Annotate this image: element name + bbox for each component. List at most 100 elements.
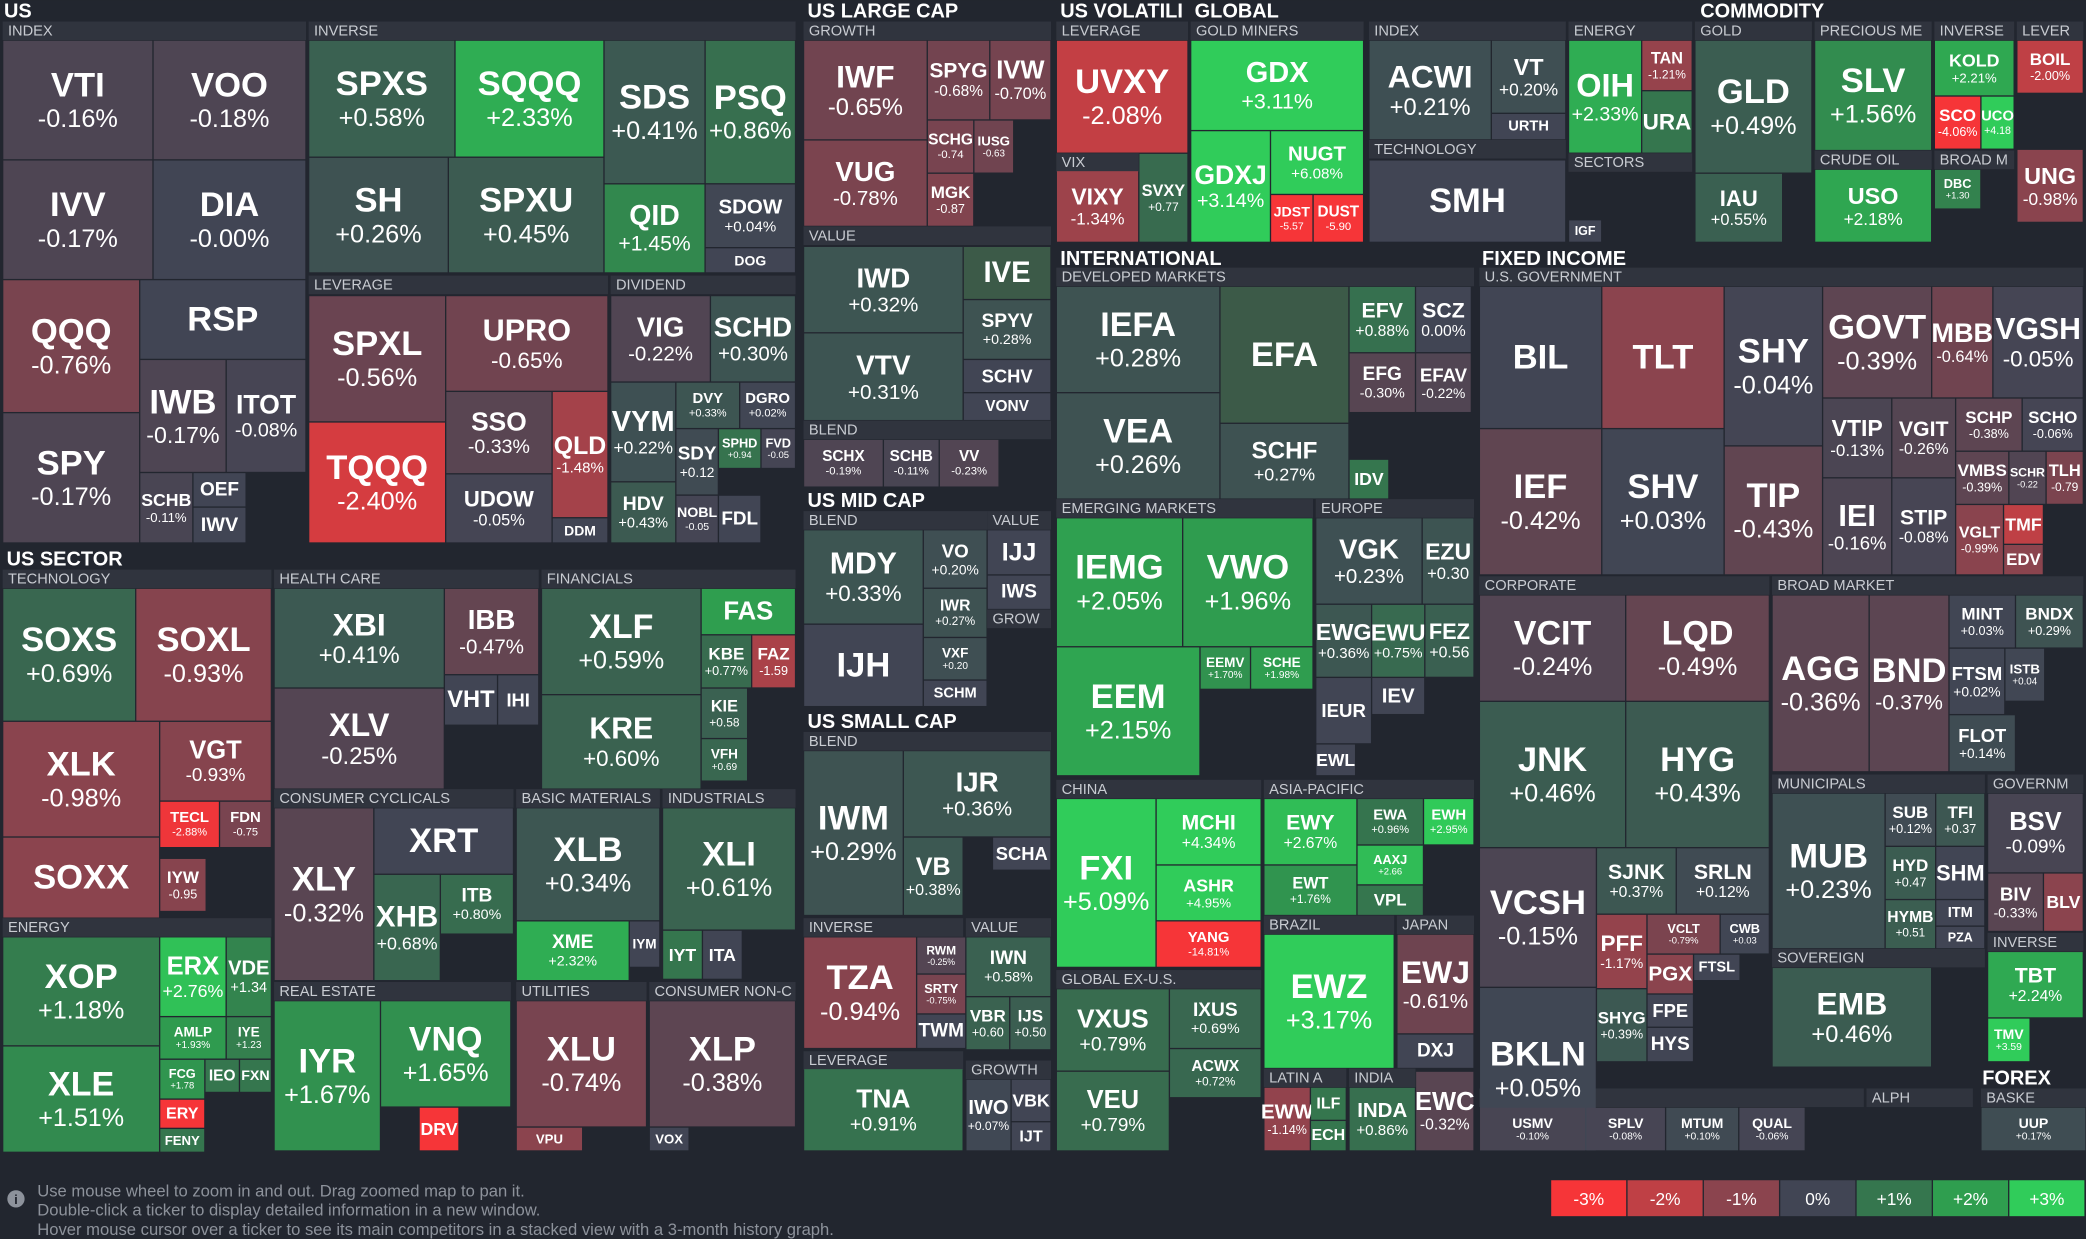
ticker-tile[interactable] (663, 808, 795, 930)
ticker-tile[interactable] (309, 296, 446, 422)
ticker-tile[interactable] (804, 140, 927, 226)
ticker-tile[interactable] (274, 588, 444, 688)
ticker-tile[interactable] (923, 638, 987, 680)
ticker-tile[interactable] (1569, 40, 1641, 153)
ticker-tile[interactable] (923, 680, 987, 706)
ticker-tile[interactable] (1823, 478, 1892, 575)
ticker-tile[interactable] (1425, 604, 1474, 677)
ticker-tile[interactable] (160, 801, 219, 847)
ticker-tile[interactable] (1349, 1087, 1415, 1151)
ticker-tile[interactable] (2022, 398, 2083, 451)
ticker-tile[interactable] (1316, 518, 1422, 604)
ticker-tile[interactable] (1647, 1027, 1693, 1062)
ticker-tile[interactable] (804, 333, 963, 420)
ticker-tile[interactable] (1056, 989, 1169, 1071)
ticker-tile[interactable] (2046, 451, 2083, 504)
ticker-tile[interactable] (927, 40, 990, 120)
ticker-tile[interactable] (701, 688, 747, 738)
ticker-tile[interactable] (676, 495, 718, 543)
ticker-tile[interactable] (1491, 40, 1566, 113)
ticker-tile[interactable] (963, 360, 1051, 393)
ticker-tile[interactable] (903, 751, 1051, 837)
ticker-tile[interactable] (1311, 1087, 1346, 1120)
ticker-tile[interactable] (1220, 286, 1349, 423)
ticker-tile[interactable] (1772, 793, 1885, 949)
ticker-tile[interactable] (1642, 40, 1692, 91)
ticker-tile[interactable] (974, 120, 1014, 173)
ticker-tile[interactable] (1823, 398, 1892, 478)
ticker-tile[interactable] (1981, 96, 2014, 149)
ticker-tile[interactable] (1981, 1107, 2086, 1151)
ticker-tile[interactable] (552, 392, 608, 518)
ticker-tile[interactable] (226, 937, 271, 1016)
ticker-tile[interactable] (153, 40, 306, 160)
ticker-tile[interactable] (884, 439, 939, 487)
ticker-tile[interactable] (1602, 429, 1724, 575)
ticker-tile[interactable] (140, 360, 226, 472)
ticker-tile[interactable] (1170, 1049, 1261, 1098)
ticker-tile[interactable] (649, 1127, 689, 1151)
ticker-tile[interactable] (927, 173, 974, 226)
ticker-tile[interactable] (140, 473, 193, 543)
ticker-tile[interactable] (1885, 793, 1936, 846)
ticker-tile[interactable] (1220, 423, 1349, 499)
ticker-tile[interactable] (1056, 40, 1188, 153)
ticker-tile[interactable] (629, 921, 660, 967)
ticker-tile[interactable] (1724, 446, 1822, 575)
ticker-tile[interactable] (705, 40, 795, 184)
ticker-tile[interactable] (1724, 286, 1822, 446)
ticker-tile[interactable] (611, 296, 710, 382)
ticker-tile[interactable] (1422, 518, 1474, 604)
ticker-tile[interactable] (2044, 873, 2083, 931)
ticker-tile[interactable] (1480, 848, 1596, 987)
ticker-tile[interactable] (1935, 96, 1981, 149)
ticker-tile[interactable] (1988, 793, 2083, 873)
ticker-tile[interactable] (3, 1046, 159, 1152)
ticker-tile[interactable] (649, 1001, 795, 1127)
ticker-tile[interactable] (1480, 1107, 1586, 1151)
ticker-tile[interactable] (1720, 914, 1769, 954)
ticker-tile[interactable] (990, 40, 1051, 120)
ticker-tile[interactable] (542, 695, 701, 789)
ticker-tile[interactable] (3, 721, 159, 837)
ticker-tile[interactable] (552, 518, 608, 543)
ticker-tile[interactable] (1349, 353, 1415, 412)
ticker-tile[interactable] (446, 296, 608, 391)
ticker-tile[interactable] (160, 1129, 205, 1152)
ticker-tile[interactable] (3, 280, 140, 412)
ticker-tile[interactable] (1949, 648, 2005, 714)
ticker-tile[interactable] (1372, 604, 1425, 677)
ticker-tile[interactable] (604, 184, 705, 273)
ticker-tile[interactable] (711, 296, 795, 382)
ticker-tile[interactable] (804, 40, 927, 140)
ticker-tile[interactable] (1815, 40, 1932, 150)
ticker-tile[interactable] (966, 937, 1051, 996)
ticker-tile[interactable] (1647, 914, 1720, 954)
ticker-tile[interactable] (761, 429, 795, 468)
ticker-tile[interactable] (804, 624, 923, 706)
ticker-tile[interactable] (927, 120, 974, 173)
ticker-tile[interactable] (1271, 131, 1363, 194)
ticker-tile[interactable] (153, 160, 306, 279)
ticker-tile[interactable] (160, 937, 226, 1016)
ticker-tile[interactable] (3, 837, 159, 918)
ticker-tile[interactable] (226, 1017, 271, 1059)
ticker-tile[interactable] (1480, 701, 1626, 847)
ticker-tile[interactable] (1183, 518, 1313, 647)
ticker-tile[interactable] (160, 858, 206, 911)
ticker-tile[interactable] (1056, 518, 1183, 647)
ticker-tile[interactable] (136, 588, 271, 721)
ticker-tile[interactable] (374, 808, 513, 874)
ticker-tile[interactable] (516, 921, 629, 981)
ticker-tile[interactable] (1988, 873, 2043, 931)
ticker-tile[interactable] (804, 439, 883, 487)
ticker-tile[interactable] (1869, 595, 1949, 772)
ticker-tile[interactable] (903, 837, 963, 915)
ticker-tile[interactable] (917, 974, 966, 1014)
ticker-tile[interactable] (1056, 393, 1220, 499)
ticker-tile[interactable] (1695, 40, 1812, 173)
ticker-tile[interactable] (193, 473, 246, 507)
ticker-tile[interactable] (1056, 171, 1139, 242)
ticker-tile[interactable] (1936, 846, 1985, 899)
ticker-tile[interactable] (705, 184, 795, 247)
